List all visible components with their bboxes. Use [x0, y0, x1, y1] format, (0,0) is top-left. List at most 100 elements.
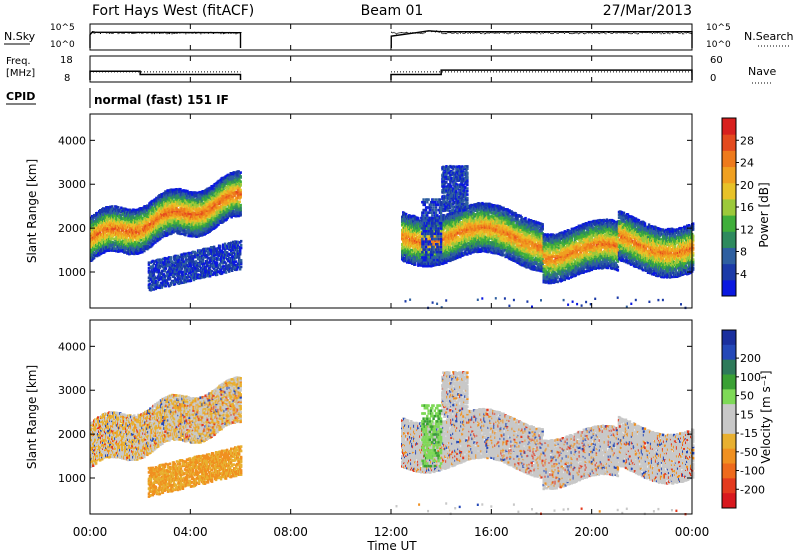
nsky-noise-dot — [434, 31, 435, 32]
nsky-noise-dot — [572, 33, 573, 34]
nsky-noise-dot — [146, 33, 147, 34]
nsky-noise-dot — [638, 33, 639, 34]
nsky-noise-dot — [121, 33, 122, 34]
nsky-noise-dot — [441, 33, 442, 34]
nsky-noise-dot — [159, 33, 160, 34]
nsky-noise-dot — [683, 33, 684, 34]
nsky-noise-dot — [451, 33, 452, 34]
freq-tick-top: 18 — [60, 55, 73, 66]
nsky-noise-dot — [199, 32, 200, 33]
nsky-noise-dot — [153, 32, 154, 33]
nsky-noise-dot — [521, 32, 522, 33]
nsky-noise-dot — [513, 32, 514, 33]
nsky-noise-dot — [217, 32, 218, 33]
nsky-noise-dot — [600, 32, 601, 33]
nsky-noise-dot — [400, 32, 401, 33]
power-cell — [240, 175, 242, 178]
nsky-noise-dot — [664, 33, 665, 34]
nsky-noise-dot — [580, 32, 581, 33]
nsky-noise-dot — [145, 32, 146, 33]
nsky-noise-dot — [415, 33, 416, 34]
nsky-noise-dot — [479, 32, 480, 33]
freq-line-0 — [90, 71, 241, 80]
nsky-noise-dot — [165, 33, 166, 34]
nsky-noise-dot — [490, 32, 491, 33]
nsky-noise-dot — [447, 32, 448, 33]
nsky-noise-dot — [652, 33, 653, 34]
nsky-noise-dot — [629, 33, 630, 34]
nsky-noise-dot — [445, 33, 446, 34]
nsky-noise-dot — [659, 32, 660, 33]
power-cell — [240, 171, 242, 174]
nsky-noise-dot — [449, 32, 450, 33]
nsky-noise-dot — [593, 32, 594, 33]
nsky-noise-dot — [528, 32, 529, 33]
nsky-line-segment-0 — [90, 32, 241, 48]
nsearch-bottom-tick: 10^0 — [706, 40, 731, 50]
nsky-noise-dot — [456, 33, 457, 34]
nave-tick-bottom: 0 — [710, 73, 716, 84]
nsky-noise-dot — [214, 32, 215, 33]
nsky-noise-dot — [427, 31, 428, 32]
nsky-noise-dot — [658, 32, 659, 33]
nsky-noise-dot — [589, 32, 590, 33]
nsky-noise-dot — [483, 32, 484, 33]
nsky-noise-dot — [209, 32, 210, 33]
power-cell — [465, 234, 467, 237]
nsky-noise-dot — [609, 32, 610, 33]
nsky-noise-dot — [103, 32, 104, 33]
nsky-noise-dot — [562, 32, 563, 33]
nsky-noise-dot — [95, 32, 96, 33]
nsky-noise-dot — [631, 33, 632, 34]
nsky-noise-dot — [643, 32, 644, 33]
nsky-label: N.Sky — [4, 30, 36, 43]
nsky-noise-dot — [603, 32, 604, 33]
nsky-noise-dot — [454, 32, 455, 33]
nsky-noise-dot — [617, 32, 618, 33]
nsky-noise-dot — [410, 32, 411, 33]
nsky-noise-dot — [486, 32, 487, 33]
nsky-noise-dot — [519, 32, 520, 33]
nsky-noise-dot — [508, 33, 509, 34]
nsky-noise-dot — [432, 31, 433, 32]
nsky-noise-dot — [599, 33, 600, 34]
nsky-noise-dot — [691, 33, 692, 34]
nsky-noise-dot — [473, 33, 474, 34]
nsky-noise-dot — [407, 32, 408, 33]
nsky-bottom-tick: 10^0 — [50, 40, 75, 50]
nsky-noise-dot — [481, 33, 482, 34]
nsky-noise-dot — [558, 33, 559, 34]
nsky-noise-dot — [549, 32, 550, 33]
nsky-noise-dot — [669, 33, 670, 34]
nsky-noise-dot — [173, 33, 174, 34]
nsky-noise-dot — [676, 32, 677, 33]
nsky-noise-dot — [554, 32, 555, 33]
nsky-noise-dot — [193, 32, 194, 33]
nsky-noise-dot — [93, 32, 94, 33]
nsky-noise-dot — [198, 32, 199, 33]
nsky-noise-dot — [130, 32, 131, 33]
nsky-noise-dot — [220, 33, 221, 34]
nsky-noise-dot — [435, 31, 436, 32]
nsky-noise-dot — [391, 32, 392, 33]
nsky-noise-dot — [585, 33, 586, 34]
nsky-noise-dot — [105, 32, 106, 33]
nsky-noise-dot — [509, 33, 510, 34]
nsky-noise-dot — [164, 32, 165, 33]
nsky-noise-dot — [422, 33, 423, 34]
nsky-noise-dot — [623, 32, 624, 33]
nsky-noise-dot — [516, 33, 517, 34]
nsky-noise-dot — [614, 32, 615, 33]
nsky-noise-dot — [657, 32, 658, 33]
nsky-noise-dot — [494, 33, 495, 34]
nsky-noise-dot — [401, 32, 402, 33]
nsky-noise-dot — [584, 33, 585, 34]
nsky-noise-dot — [577, 32, 578, 33]
freq-label-line2: [MHz] — [6, 68, 35, 79]
nsky-noise-dot — [424, 32, 425, 33]
nsky-noise-dot — [622, 32, 623, 33]
nsky-noise-dot — [538, 32, 539, 33]
nsky-noise-dot — [636, 33, 637, 34]
nsky-noise-dot — [136, 32, 137, 33]
power-cell — [436, 263, 438, 266]
